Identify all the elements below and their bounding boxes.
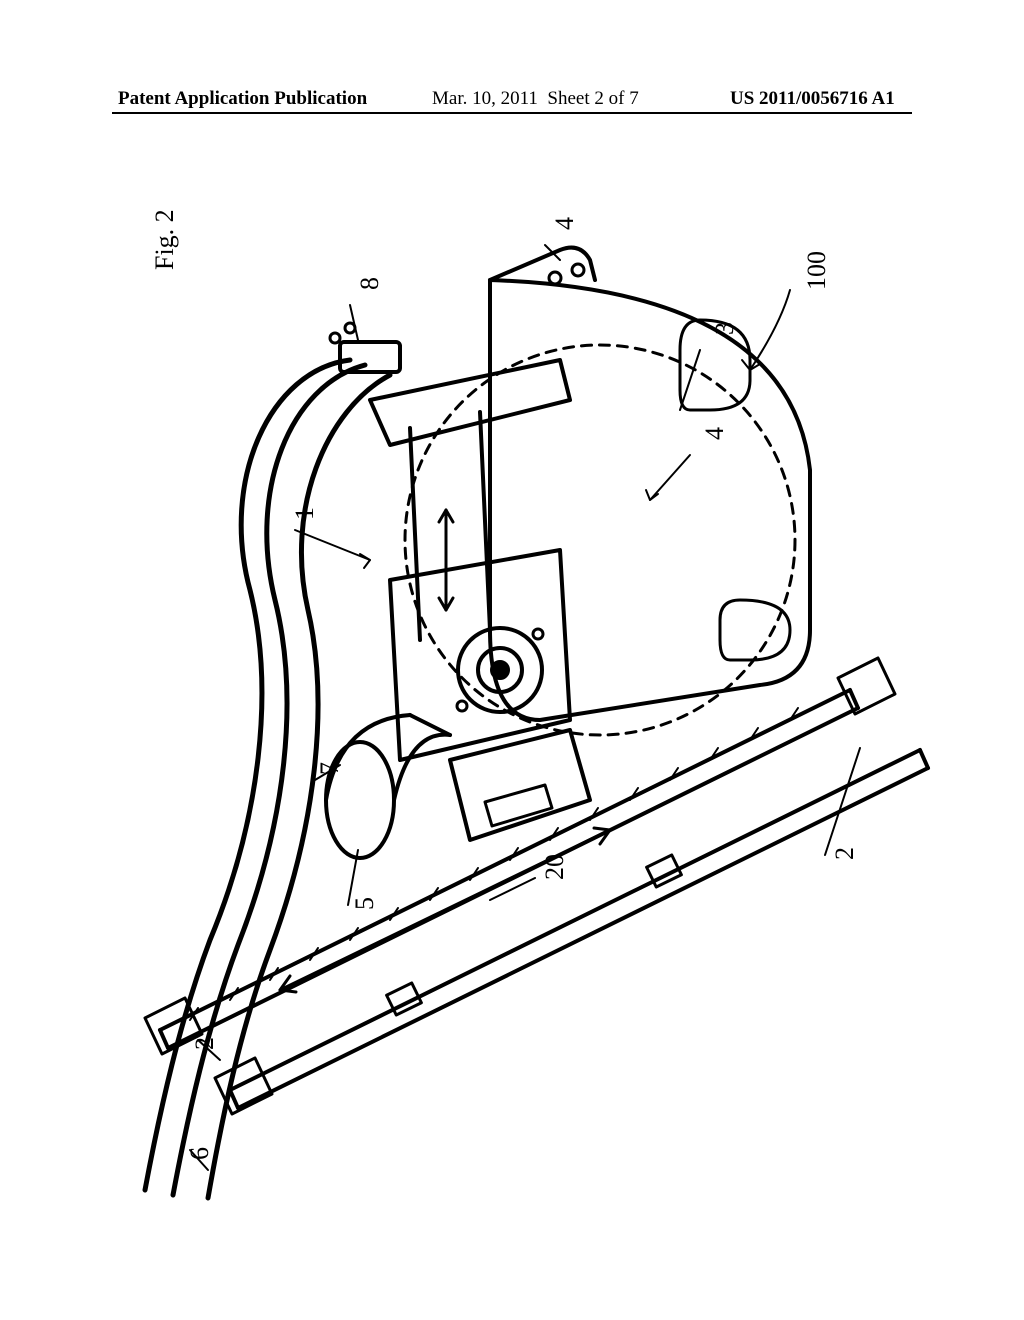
ref-8: 8: [355, 277, 385, 290]
header-rule: [112, 112, 912, 114]
ref-2b: 2: [830, 847, 860, 860]
ref-4b: 4: [700, 427, 730, 440]
ref-4a: 4: [550, 217, 580, 230]
ref-6: 6: [185, 1147, 215, 1160]
ref-3: 3: [710, 322, 740, 335]
header-publication-type: Patent Application Publication: [118, 88, 367, 110]
vertical-travel-arrow: [439, 510, 453, 610]
patent-page: Patent Application Publication Mar. 10, …: [0, 0, 1024, 1320]
ref-100: 100: [802, 251, 832, 290]
motor: [326, 715, 450, 858]
ref-5: 5: [350, 897, 380, 910]
drawing-svg: [90, 160, 934, 1220]
ref-2a: 2: [190, 1037, 220, 1050]
figure-2: Fig. 2 100 1 2 2 3 4 4 5 6 7 8 20: [90, 160, 934, 1220]
figure-label: Fig. 2: [150, 209, 180, 270]
leaders: [190, 245, 860, 1170]
ref-20: 20: [540, 854, 570, 880]
travel-arrow-20: [280, 828, 610, 992]
header-date-sheet: Mar. 10, 2011 Sheet 2 of 7: [432, 88, 639, 110]
ref-7: 7: [315, 762, 345, 775]
header-pub-number: US 2011/0056716 A1: [730, 88, 895, 110]
hoses: [145, 323, 400, 1198]
ref-1: 1: [290, 507, 320, 520]
